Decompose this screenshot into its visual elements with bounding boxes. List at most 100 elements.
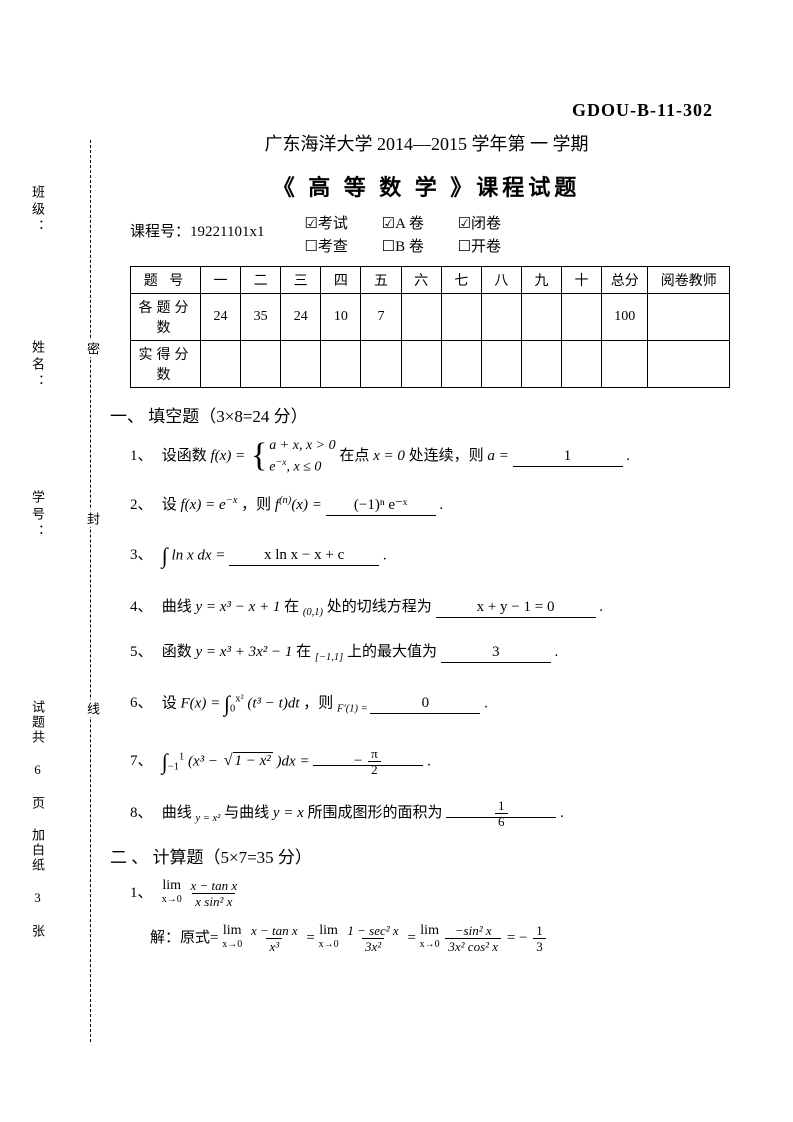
col-1: 一 (201, 267, 241, 294)
q6-mid: ，则 (303, 695, 337, 711)
q5-y: y = x³ + 3x² − 1 (196, 644, 293, 660)
q2-answer: (−1)ⁿ e⁻ˣ (326, 496, 436, 516)
q8-den-frac: 6 (495, 813, 508, 829)
col-6: 六 (401, 267, 441, 294)
check-line-2: ☐考查 ☐B 卷 ☐开卷 (304, 235, 723, 256)
q1-cases: { a + x, x > 0 e−x, x ≤ 0 (249, 437, 336, 476)
q1-post: 处连续，则 (409, 448, 488, 464)
s2q1-lim: limx→0 (162, 879, 182, 907)
q5-pre: 函数 (162, 644, 196, 660)
q7-answer: − π2 (313, 746, 423, 766)
col-total: 总分 (602, 267, 648, 294)
q6-lo: 0 (230, 703, 235, 714)
q1-num: 1、 (130, 441, 158, 471)
q4-dot: . (599, 599, 603, 615)
col-10: 十 (561, 267, 601, 294)
q8-answer: 16 (446, 798, 556, 818)
q7-body-b: )dx = (277, 753, 314, 769)
col-2: 二 (241, 267, 281, 294)
s2q1-lim-under: x→0 (162, 893, 182, 907)
q1-dot: . (626, 448, 630, 464)
q1-case2b: , x ≤ 0 (286, 460, 321, 475)
q4-y: y = x³ − x + 1 (196, 599, 281, 615)
question-3: 3、 ∫ ln x dx = x ln x − x + c . (130, 534, 743, 578)
q7-den-frac: 2 (368, 761, 381, 777)
sec2-question-1: 1、 limx→0 x − tan xx sin² x (130, 878, 743, 909)
s2q1-frac-num: x − tan x (188, 878, 241, 893)
course-info-row: 课程号：19221101x1 ☑考试 ☑A 卷 ☑闭卷 ☐考查 ☐B 卷 ☐开卷 (130, 212, 723, 256)
q4-pre: 曲线 (162, 599, 196, 615)
q6-answer: 0 (370, 694, 480, 714)
table-row-header: 题 号 一 二 三 四 五 六 七 八 九 十 总分 阅卷教师 (131, 267, 730, 294)
s2q1-s1den: x³ (266, 938, 282, 954)
q7-dot: . (427, 753, 431, 769)
score-7 (441, 294, 481, 341)
q8-pre: 曲线 (162, 805, 196, 821)
check-line-1: ☑考试 ☑A 卷 ☑闭卷 (304, 212, 723, 233)
course-number: 课程号：19221101x1 (130, 212, 264, 241)
s2q1-lim2: limx→0 (222, 924, 242, 952)
q2-num: 2、 (130, 490, 158, 520)
s2q1-s2den: 3x² (362, 938, 384, 954)
s2q1-lim-sym: lim (162, 879, 181, 893)
col-8: 八 (481, 267, 521, 294)
q7-neg: − (354, 753, 362, 769)
col-7: 七 (441, 267, 481, 294)
q7-lo: −1 (168, 761, 179, 772)
q7-num-frac: π (368, 746, 381, 761)
question-6: 6、 设 F(x) = ∫0x² (t³ − t)dt ，则 F′(1) = 0… (130, 682, 743, 726)
q5-dot: . (555, 644, 559, 660)
question-2: 2、 设 f(x) = e−x ，则 f(n)(x) = (−1)ⁿ e⁻ˣ . (130, 490, 743, 520)
score-3: 24 (281, 294, 321, 341)
q8-mid: 与曲线 (224, 805, 273, 821)
row-label-2: 实得分数 (131, 341, 201, 388)
score-10 (561, 294, 601, 341)
q1-case1: a + x, x > 0 (269, 437, 335, 454)
col-5: 五 (361, 267, 401, 294)
q5-answer: 3 (441, 643, 551, 663)
q4-answer: x + y − 1 = 0 (436, 598, 596, 618)
score-grader (648, 294, 730, 341)
q8-num-frac: 1 (495, 798, 508, 813)
s2q1-s3num: −sin² x (452, 923, 495, 938)
check-kaocha: ☐考查 (304, 235, 347, 256)
col-4: 四 (321, 267, 361, 294)
col-9: 九 (521, 267, 561, 294)
q5-num: 5、 (130, 637, 158, 667)
table-row-scores: 各题分数 24 35 24 10 7 100 (131, 294, 730, 341)
s2q1-final-neg: = − (507, 930, 528, 946)
question-8: 8、 曲线 y = x² 与曲线 y = x 所围成图形的面积为 16 . (130, 798, 743, 829)
s2q1-s2num: 1 − sec² x (344, 923, 401, 938)
score-5: 7 (361, 294, 401, 341)
q7-num: 7、 (130, 746, 158, 776)
q4-num: 4、 (130, 592, 158, 622)
q2-pre: 设 (162, 497, 181, 513)
sec2-q1-solution: 解：原式= limx→0 x − tan xx³ = limx→0 1 − se… (150, 923, 743, 954)
section-1-title: 一、 填空题（3×8=24 分） (110, 402, 743, 427)
s2q1-frac-den: x sin² x (192, 893, 235, 909)
q3-num: 3、 (130, 540, 158, 570)
check-open: ☐开卷 (458, 235, 501, 256)
col-3: 三 (281, 267, 321, 294)
question-4: 4、 曲线 y = x³ − x + 1 在 (0,1) 处的切线方程为 x +… (130, 592, 743, 623)
q4-pt: (0,1) (303, 607, 323, 618)
q8-y1: y = x² (196, 813, 221, 824)
q6-body: (t³ − t)dt (247, 695, 299, 711)
s2q1-finalnum: 1 (533, 923, 546, 938)
q1-mid: 在点 (339, 448, 373, 464)
score-8 (481, 294, 521, 341)
check-paper-a: ☑A 卷 (382, 212, 424, 233)
q7-body-a: (x³ − (188, 753, 222, 769)
q3-int: ∫ (162, 543, 168, 568)
course-title: 《 高 等 数 学 》课程试题 (110, 170, 743, 202)
q6-hi: x² (235, 693, 243, 704)
score-9 (521, 294, 561, 341)
q2-f: f(x) = e (181, 497, 226, 513)
q2-mid: ，则 (241, 497, 275, 513)
score-total: 100 (602, 294, 648, 341)
q8-num: 8、 (130, 798, 158, 828)
score-1: 24 (201, 294, 241, 341)
table-row-actual: 实得分数 (131, 341, 730, 388)
s2q1-s1num: x − tan x (248, 923, 301, 938)
q5-mid: 在 (296, 644, 315, 660)
